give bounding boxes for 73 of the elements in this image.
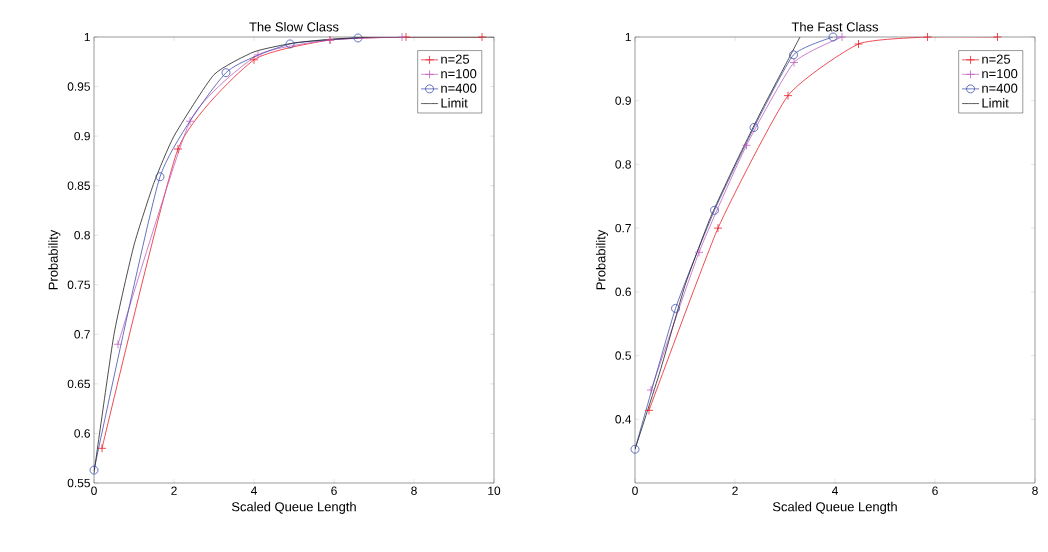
point bbox=[993, 32, 1002, 42]
x-axis-title: Scaled Queue Length bbox=[231, 501, 356, 514]
x-tick-label: 0 bbox=[91, 486, 97, 495]
y-tick-label: 0.85 bbox=[67, 181, 90, 190]
x-tick-label: 6 bbox=[932, 486, 938, 495]
point bbox=[671, 304, 680, 313]
point bbox=[789, 58, 799, 67]
point bbox=[646, 385, 656, 395]
y-tick-label: 0.6 bbox=[74, 429, 90, 438]
point bbox=[155, 172, 165, 182]
point bbox=[173, 144, 183, 154]
point bbox=[89, 465, 99, 475]
y-tick-label: 1 bbox=[625, 32, 631, 42]
point bbox=[285, 39, 295, 49]
y-tick-label: 0.65 bbox=[67, 379, 90, 389]
y-tick-label: 0.6 bbox=[615, 287, 631, 297]
x-tick-label: 2 bbox=[732, 486, 738, 495]
legend-label: n=25 bbox=[982, 54, 1011, 64]
y-tick-label: 0.95 bbox=[67, 82, 90, 91]
point bbox=[644, 405, 654, 415]
y-tick-label: 0.9 bbox=[74, 131, 90, 141]
y-tick-label: 0.9 bbox=[615, 96, 631, 105]
x-tick-label: 2 bbox=[171, 486, 177, 495]
x-tick-label: 6 bbox=[331, 486, 337, 495]
x-axis-title: Scaled Queue Length bbox=[772, 501, 897, 514]
point bbox=[854, 39, 863, 49]
y-tick-label: 0.4 bbox=[615, 415, 632, 424]
legend-label: Limit bbox=[441, 98, 468, 108]
point bbox=[353, 33, 363, 43]
legend-label: n=100 bbox=[982, 69, 1018, 79]
point bbox=[828, 32, 838, 42]
y-tick-label: 0.7 bbox=[74, 330, 90, 339]
x-tick-label: 8 bbox=[1032, 486, 1038, 495]
point bbox=[249, 55, 259, 65]
point bbox=[630, 444, 640, 454]
x-tick-label: 10 bbox=[488, 486, 501, 495]
y-axis-title: Probability bbox=[595, 229, 609, 290]
point bbox=[113, 339, 123, 349]
y-tick-label: 0.8 bbox=[615, 160, 631, 169]
point bbox=[789, 50, 798, 60]
point bbox=[923, 32, 932, 42]
point bbox=[185, 116, 195, 126]
y-tick-label: 0.55 bbox=[67, 478, 90, 488]
y-tick-label: 0.75 bbox=[67, 280, 90, 289]
legend-label: n=25 bbox=[441, 54, 470, 64]
chart-title: The Slow Class bbox=[249, 21, 339, 32]
point bbox=[710, 205, 719, 215]
point bbox=[253, 50, 263, 60]
x-tick-label: 0 bbox=[632, 486, 638, 495]
point bbox=[694, 247, 704, 257]
point bbox=[97, 443, 107, 453]
point bbox=[837, 32, 847, 42]
point bbox=[749, 123, 759, 132]
y-tick-label: 0.7 bbox=[615, 223, 631, 233]
x-tick-label: 8 bbox=[411, 486, 417, 495]
point bbox=[783, 91, 793, 101]
legend-label: n=100 bbox=[441, 69, 477, 79]
point bbox=[713, 223, 723, 233]
chart-title: The Fast Class bbox=[791, 21, 879, 32]
x-tick-label: 4 bbox=[831, 486, 838, 495]
point bbox=[397, 32, 407, 42]
y-tick-label: 0.8 bbox=[74, 230, 90, 240]
x-tick-label: 4 bbox=[250, 486, 257, 495]
y-axis-title: Probability bbox=[48, 229, 61, 290]
y-tick-label: 0.5 bbox=[615, 351, 631, 360]
legend-label: Limit bbox=[982, 98, 1009, 108]
point bbox=[742, 140, 751, 150]
line-series bbox=[635, 37, 801, 450]
point bbox=[221, 68, 231, 78]
legend-label: n=400 bbox=[441, 83, 477, 93]
legend-label: n=400 bbox=[982, 83, 1018, 93]
point bbox=[477, 32, 487, 42]
y-tick-label: 1 bbox=[84, 32, 90, 42]
